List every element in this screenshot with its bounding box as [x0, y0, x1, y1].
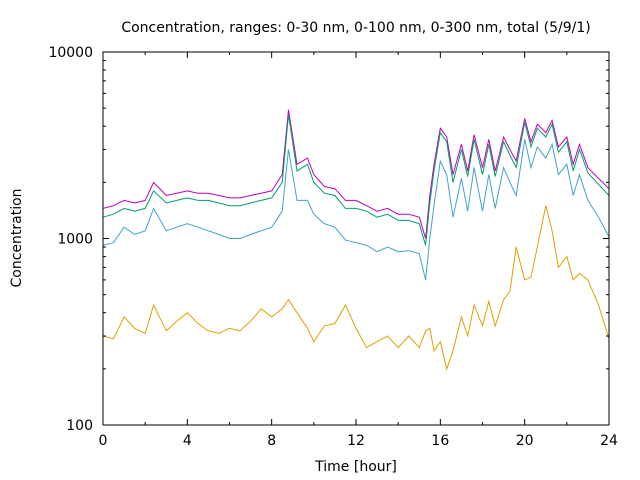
y-axis: 100 1000 10000	[48, 45, 609, 434]
y-axis-label: Concentration	[9, 188, 25, 287]
x-tick-label: 12	[347, 433, 365, 449]
plot-lines	[102, 109, 610, 371]
x-tick-label: 24	[600, 433, 618, 449]
series-line-3	[102, 139, 610, 281]
series-line-2	[102, 114, 610, 246]
x-tick-label: 4	[183, 433, 192, 449]
x-axis-label: Time [hour]	[314, 459, 397, 475]
y-tick-label: 100	[66, 418, 93, 434]
y-tick-label: 10000	[48, 45, 93, 61]
x-axis: 0 4 8 12 16 20 24	[99, 52, 618, 449]
series-line-1	[102, 109, 610, 239]
x-tick-label: 20	[516, 433, 534, 449]
x-tick-label: 16	[431, 433, 449, 449]
series-line-4	[102, 205, 610, 371]
chart-title: Concentration, ranges: 0-30 nm, 0-100 nm…	[121, 20, 590, 36]
y-tick-label: 1000	[57, 232, 93, 248]
x-tick-label: 0	[99, 433, 108, 449]
x-tick-label: 8	[267, 433, 276, 449]
